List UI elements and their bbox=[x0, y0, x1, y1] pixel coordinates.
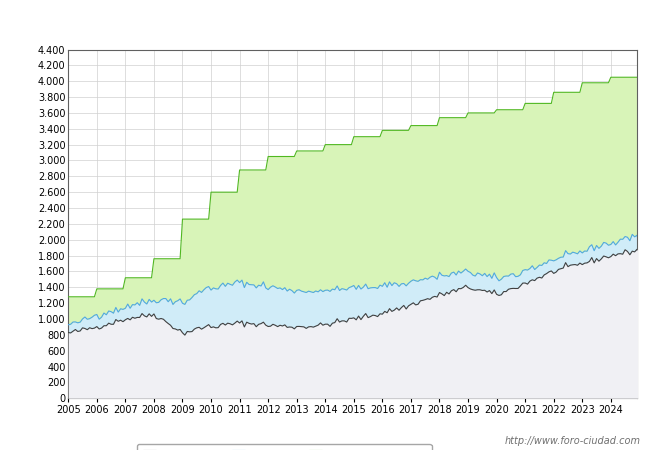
Text: http://www.foro-ciudad.com: http://www.foro-ciudad.com bbox=[504, 436, 640, 446]
Legend: Ocupados, Parados, Hab. entre 16-64: Ocupados, Parados, Hab. entre 16-64 bbox=[137, 444, 432, 450]
Text: Aldeamayor de San Martín - Evolucion de la poblacion en edad de Trabajar Noviemb: Aldeamayor de San Martín - Evolucion de … bbox=[8, 17, 642, 30]
